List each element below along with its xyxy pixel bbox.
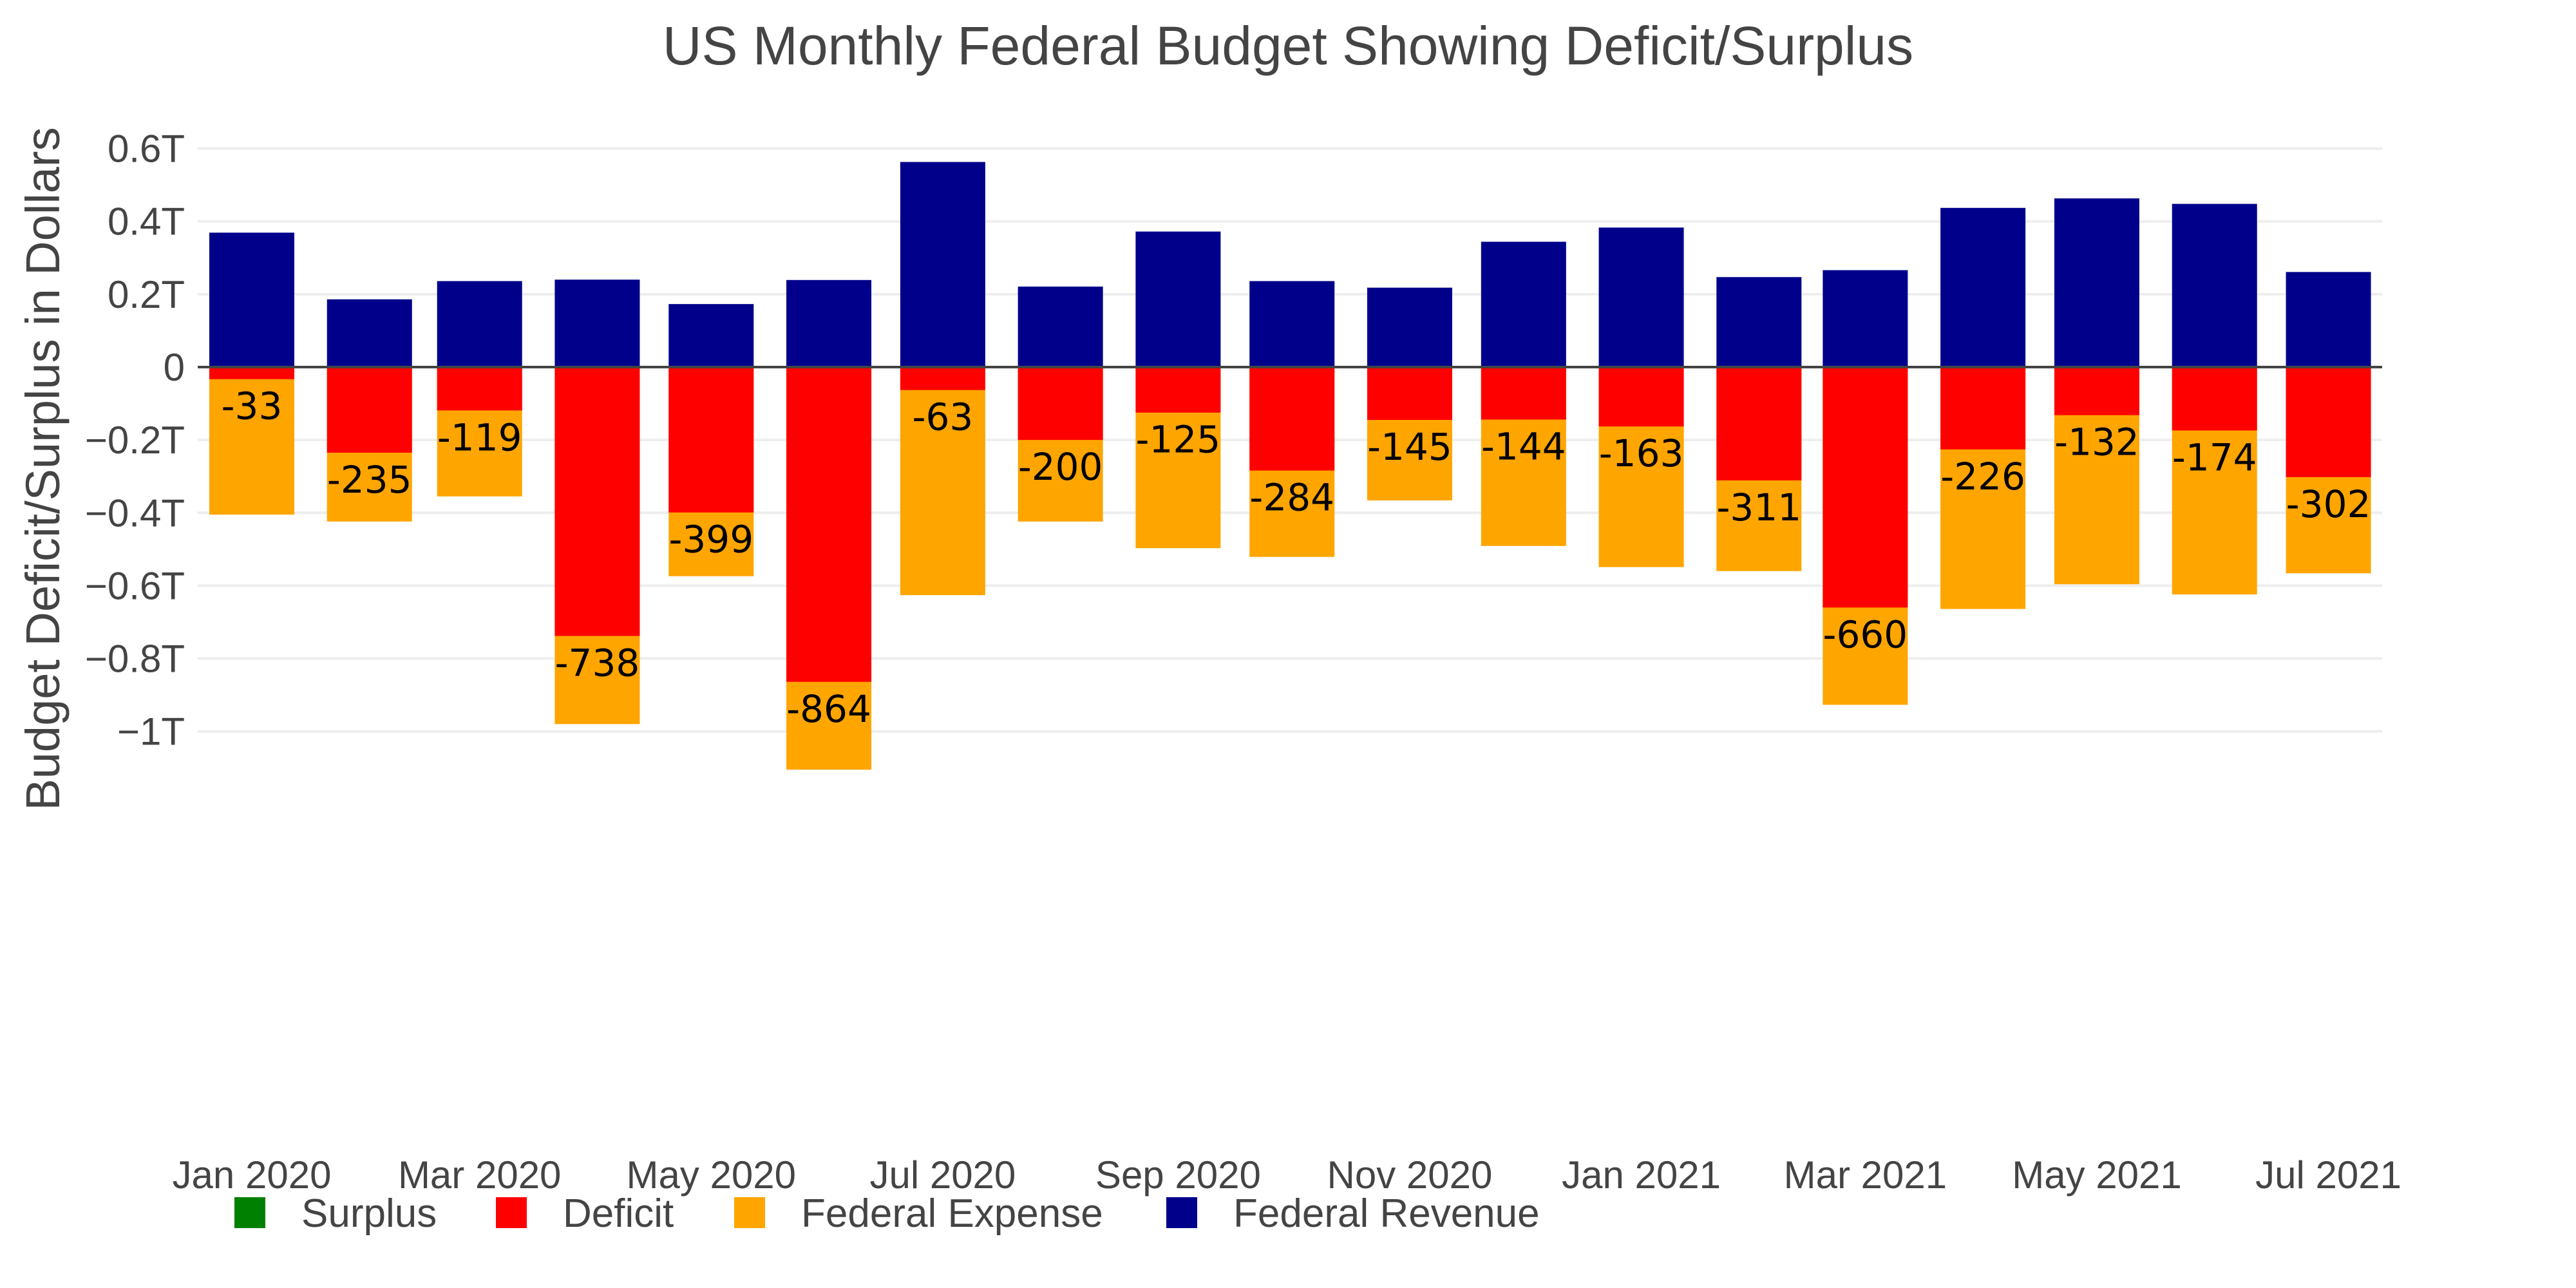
bar-deficit xyxy=(2172,367,2257,431)
deficit-data-label: -864 xyxy=(786,687,871,731)
bar-federal-revenue xyxy=(668,304,754,367)
x-tick-label: Jul 2021 xyxy=(2255,1153,2401,1197)
x-tick-label: Sep 2020 xyxy=(1095,1153,1261,1197)
deficit-data-label: -235 xyxy=(327,458,412,502)
bar-federal-revenue xyxy=(2054,198,2139,367)
chart-title: US Monthly Federal Budget Showing Defici… xyxy=(663,15,1913,76)
bar-deficit xyxy=(1940,367,2026,450)
deficit-data-label: -163 xyxy=(1599,431,1684,475)
bar-deficit xyxy=(1367,367,1452,421)
bar-federal-revenue xyxy=(900,162,985,367)
bar-federal-revenue xyxy=(786,279,872,367)
bar-federal-revenue xyxy=(1481,242,1566,367)
legend-item-deficit: Deficit xyxy=(496,1191,674,1236)
x-tick-label: May 2021 xyxy=(2012,1153,2182,1197)
deficit-data-label: -174 xyxy=(2172,435,2257,479)
bar-deficit xyxy=(1823,367,1908,608)
bars xyxy=(209,162,2371,770)
bar-deficit xyxy=(554,367,640,636)
y-tick-label: −1T xyxy=(117,710,185,753)
deficit-data-label: -144 xyxy=(1481,424,1566,468)
y-axis-ticks: 0.6T 0.4T 0.2T 0 −0.2T −0.4T −0.6T −0.8T −1T xyxy=(85,128,185,753)
legend-item-federal-revenue: Federal Revenue xyxy=(1166,1191,1540,1236)
y-tick-label: 0 xyxy=(164,346,185,389)
bar-deficit xyxy=(900,367,985,390)
bar-federal-revenue xyxy=(1367,287,1452,367)
bar-federal-revenue xyxy=(2286,272,2371,367)
bar-deficit xyxy=(786,367,872,682)
legend-swatch xyxy=(1166,1197,1197,1228)
deficit-data-label: -125 xyxy=(1136,418,1221,462)
deficit-data-label: -399 xyxy=(668,518,753,562)
bar-deficit xyxy=(1249,367,1335,471)
bar-federal-expense xyxy=(209,367,294,515)
deficit-data-label: -226 xyxy=(1940,455,2025,498)
y-tick-label: 0.2T xyxy=(108,273,185,316)
y-tick-label: −0.4T xyxy=(85,491,185,535)
y-tick-label: −0.8T xyxy=(85,638,185,681)
bar-federal-revenue xyxy=(1135,231,1221,367)
bar-federal-revenue xyxy=(1940,207,2026,367)
legend-label: Deficit xyxy=(563,1191,674,1236)
bar-deficit xyxy=(2286,367,2371,477)
deficit-data-label: -132 xyxy=(2054,421,2139,464)
bar-federal-revenue xyxy=(209,232,294,367)
deficit-data-label: -311 xyxy=(1716,486,1801,529)
deficit-data-label: -738 xyxy=(555,641,640,685)
legend-swatch xyxy=(234,1197,265,1228)
bar-deficit xyxy=(1481,367,1566,420)
x-tick-label: Jan 2020 xyxy=(173,1153,332,1197)
deficit-data-label: -660 xyxy=(1823,612,1908,656)
y-tick-label: 0.4T xyxy=(108,200,185,243)
bar-deficit xyxy=(2054,367,2139,415)
x-tick-label: Jul 2020 xyxy=(869,1153,1016,1197)
bar-federal-revenue xyxy=(1716,277,1802,367)
x-tick-label: Mar 2020 xyxy=(398,1153,561,1197)
deficit-data-label: -200 xyxy=(1018,445,1103,489)
bar-deficit xyxy=(1716,367,1802,480)
bar-data-labels: -33 -235 -119 -738 -399 -864 -63 -200 -125 -284 -1… xyxy=(222,384,2371,731)
y-tick-label: −0.2T xyxy=(85,419,185,462)
legend: Surplus Deficit Federal Expense Federal Rev… xyxy=(234,1191,1540,1236)
y-tick-label: −0.6T xyxy=(85,564,185,607)
bar-federal-revenue xyxy=(2172,204,2257,367)
x-tick-label: Nov 2020 xyxy=(1327,1153,1493,1197)
legend-swatch xyxy=(734,1197,765,1228)
x-tick-label: May 2020 xyxy=(627,1153,797,1197)
bar-federal-revenue xyxy=(1249,281,1335,367)
x-tick-label: Jan 2021 xyxy=(1562,1153,1721,1197)
bar-federal-revenue xyxy=(327,299,412,367)
deficit-data-label: -145 xyxy=(1367,425,1452,469)
legend-label: Federal Expense xyxy=(801,1191,1103,1236)
bar-deficit xyxy=(437,367,522,411)
deficit-data-label: -284 xyxy=(1249,476,1334,520)
deficit-data-label: -119 xyxy=(437,415,522,459)
x-axis-ticks: Jan 2020 Mar 2020 May 2020 Jul 2020 Sep 2020… xyxy=(173,1153,2401,1197)
legend-item-surplus: Surplus xyxy=(234,1191,437,1236)
bar-deficit xyxy=(1135,367,1221,413)
bar-federal-revenue xyxy=(1018,286,1103,367)
y-axis-title: Budget Deficit/Surplus in Dollars xyxy=(16,127,70,810)
bar-deficit xyxy=(1018,367,1103,440)
bar-federal-revenue xyxy=(1598,227,1684,367)
deficit-data-label: -63 xyxy=(913,395,974,439)
y-tick-label: 0.6T xyxy=(108,128,185,171)
legend-item-federal-expense: Federal Expense xyxy=(734,1191,1103,1236)
bar-federal-expense xyxy=(900,367,985,596)
deficit-data-label: -302 xyxy=(2286,482,2371,526)
bar-deficit xyxy=(1598,367,1684,427)
bar-deficit xyxy=(209,367,294,379)
bar-federal-revenue xyxy=(437,281,522,367)
x-tick-label: Mar 2021 xyxy=(1784,1153,1947,1197)
deficit-data-label: -33 xyxy=(222,384,283,428)
bar-federal-revenue xyxy=(554,279,640,367)
legend-swatch xyxy=(496,1197,527,1228)
bar-deficit xyxy=(668,367,754,513)
bar-federal-revenue xyxy=(1823,270,1908,367)
legend-label: Surplus xyxy=(301,1191,437,1236)
legend-label: Federal Revenue xyxy=(1233,1191,1540,1236)
bar-deficit xyxy=(327,367,412,453)
